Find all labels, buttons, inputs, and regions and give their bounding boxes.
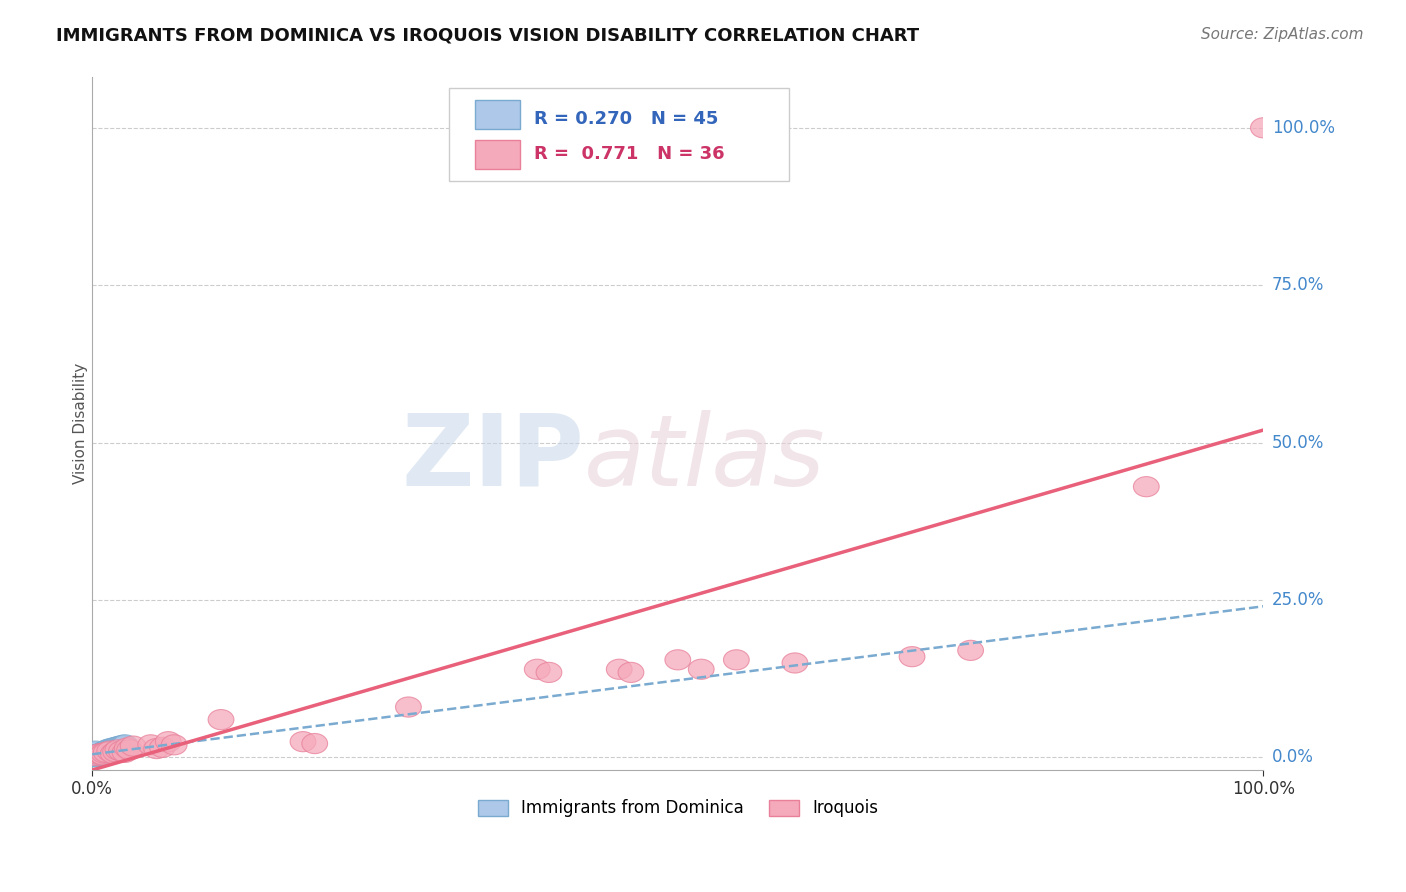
Ellipse shape xyxy=(162,735,187,755)
Text: R =  0.771   N = 36: R = 0.771 N = 36 xyxy=(534,145,724,163)
Ellipse shape xyxy=(83,741,108,761)
Text: 0.0%: 0.0% xyxy=(1272,748,1313,766)
Ellipse shape xyxy=(97,742,122,763)
Ellipse shape xyxy=(111,736,136,756)
Ellipse shape xyxy=(100,739,125,759)
Ellipse shape xyxy=(86,745,111,765)
Ellipse shape xyxy=(93,744,120,764)
Text: 25.0%: 25.0% xyxy=(1272,591,1324,609)
Ellipse shape xyxy=(91,743,117,763)
Y-axis label: Vision Disability: Vision Disability xyxy=(73,363,87,484)
Ellipse shape xyxy=(96,739,121,759)
Ellipse shape xyxy=(782,653,808,673)
Ellipse shape xyxy=(97,739,122,760)
FancyBboxPatch shape xyxy=(475,140,520,169)
Ellipse shape xyxy=(93,741,118,761)
Ellipse shape xyxy=(1133,476,1159,497)
Ellipse shape xyxy=(108,737,135,756)
Ellipse shape xyxy=(107,736,134,756)
Ellipse shape xyxy=(665,649,690,670)
Ellipse shape xyxy=(96,744,121,764)
Ellipse shape xyxy=(208,709,233,730)
Ellipse shape xyxy=(108,741,135,761)
Ellipse shape xyxy=(395,697,422,717)
Ellipse shape xyxy=(103,741,128,762)
Ellipse shape xyxy=(83,746,108,765)
Ellipse shape xyxy=(84,746,110,766)
Ellipse shape xyxy=(149,738,176,757)
Text: 50.0%: 50.0% xyxy=(1272,434,1324,451)
Ellipse shape xyxy=(302,733,328,754)
Ellipse shape xyxy=(86,744,112,764)
Ellipse shape xyxy=(536,663,562,682)
Ellipse shape xyxy=(87,745,114,765)
Ellipse shape xyxy=(97,741,122,761)
Ellipse shape xyxy=(105,739,131,760)
Ellipse shape xyxy=(90,745,115,765)
Ellipse shape xyxy=(82,742,107,763)
Ellipse shape xyxy=(1250,118,1277,138)
Ellipse shape xyxy=(957,640,984,660)
Ellipse shape xyxy=(105,737,131,756)
Ellipse shape xyxy=(87,744,114,764)
Ellipse shape xyxy=(82,745,107,765)
Ellipse shape xyxy=(82,746,107,766)
Ellipse shape xyxy=(107,738,132,757)
Text: Source: ZipAtlas.com: Source: ZipAtlas.com xyxy=(1201,27,1364,42)
FancyBboxPatch shape xyxy=(475,100,520,128)
Ellipse shape xyxy=(80,747,107,767)
Ellipse shape xyxy=(94,739,121,760)
Ellipse shape xyxy=(90,742,115,763)
Ellipse shape xyxy=(86,746,111,765)
Ellipse shape xyxy=(83,744,108,764)
Ellipse shape xyxy=(114,738,141,758)
Ellipse shape xyxy=(138,735,163,755)
Ellipse shape xyxy=(100,744,127,764)
Ellipse shape xyxy=(93,740,120,761)
Ellipse shape xyxy=(94,743,121,763)
Ellipse shape xyxy=(93,742,120,763)
Ellipse shape xyxy=(84,747,110,767)
Ellipse shape xyxy=(110,735,135,756)
Ellipse shape xyxy=(524,659,550,680)
Ellipse shape xyxy=(112,742,138,763)
Ellipse shape xyxy=(84,746,110,765)
Ellipse shape xyxy=(93,744,118,764)
Ellipse shape xyxy=(143,739,170,759)
Ellipse shape xyxy=(101,739,128,759)
Ellipse shape xyxy=(91,745,117,765)
Ellipse shape xyxy=(87,744,114,764)
Ellipse shape xyxy=(103,738,128,757)
Text: 100.0%: 100.0% xyxy=(1272,119,1334,136)
Ellipse shape xyxy=(606,659,633,680)
Legend: Immigrants from Dominica, Iroquois: Immigrants from Dominica, Iroquois xyxy=(471,793,884,824)
Ellipse shape xyxy=(290,731,316,752)
Text: IMMIGRANTS FROM DOMINICA VS IROQUOIS VISION DISABILITY CORRELATION CHART: IMMIGRANTS FROM DOMINICA VS IROQUOIS VIS… xyxy=(56,27,920,45)
Ellipse shape xyxy=(89,746,114,765)
Ellipse shape xyxy=(86,746,112,766)
Ellipse shape xyxy=(86,744,111,764)
Ellipse shape xyxy=(104,738,129,758)
Ellipse shape xyxy=(98,739,124,759)
Ellipse shape xyxy=(112,735,138,755)
Ellipse shape xyxy=(689,659,714,680)
Ellipse shape xyxy=(156,731,181,752)
Text: atlas: atlas xyxy=(583,409,825,507)
Ellipse shape xyxy=(117,739,142,760)
Ellipse shape xyxy=(91,741,117,762)
Ellipse shape xyxy=(724,649,749,670)
Text: ZIP: ZIP xyxy=(401,409,583,507)
Ellipse shape xyxy=(83,746,108,766)
Ellipse shape xyxy=(100,738,127,758)
Ellipse shape xyxy=(90,744,115,764)
Ellipse shape xyxy=(619,663,644,682)
FancyBboxPatch shape xyxy=(450,87,789,181)
Text: R = 0.270   N = 45: R = 0.270 N = 45 xyxy=(534,111,718,128)
Ellipse shape xyxy=(121,736,146,756)
Ellipse shape xyxy=(900,647,925,666)
Ellipse shape xyxy=(89,743,114,763)
Text: 75.0%: 75.0% xyxy=(1272,277,1324,294)
